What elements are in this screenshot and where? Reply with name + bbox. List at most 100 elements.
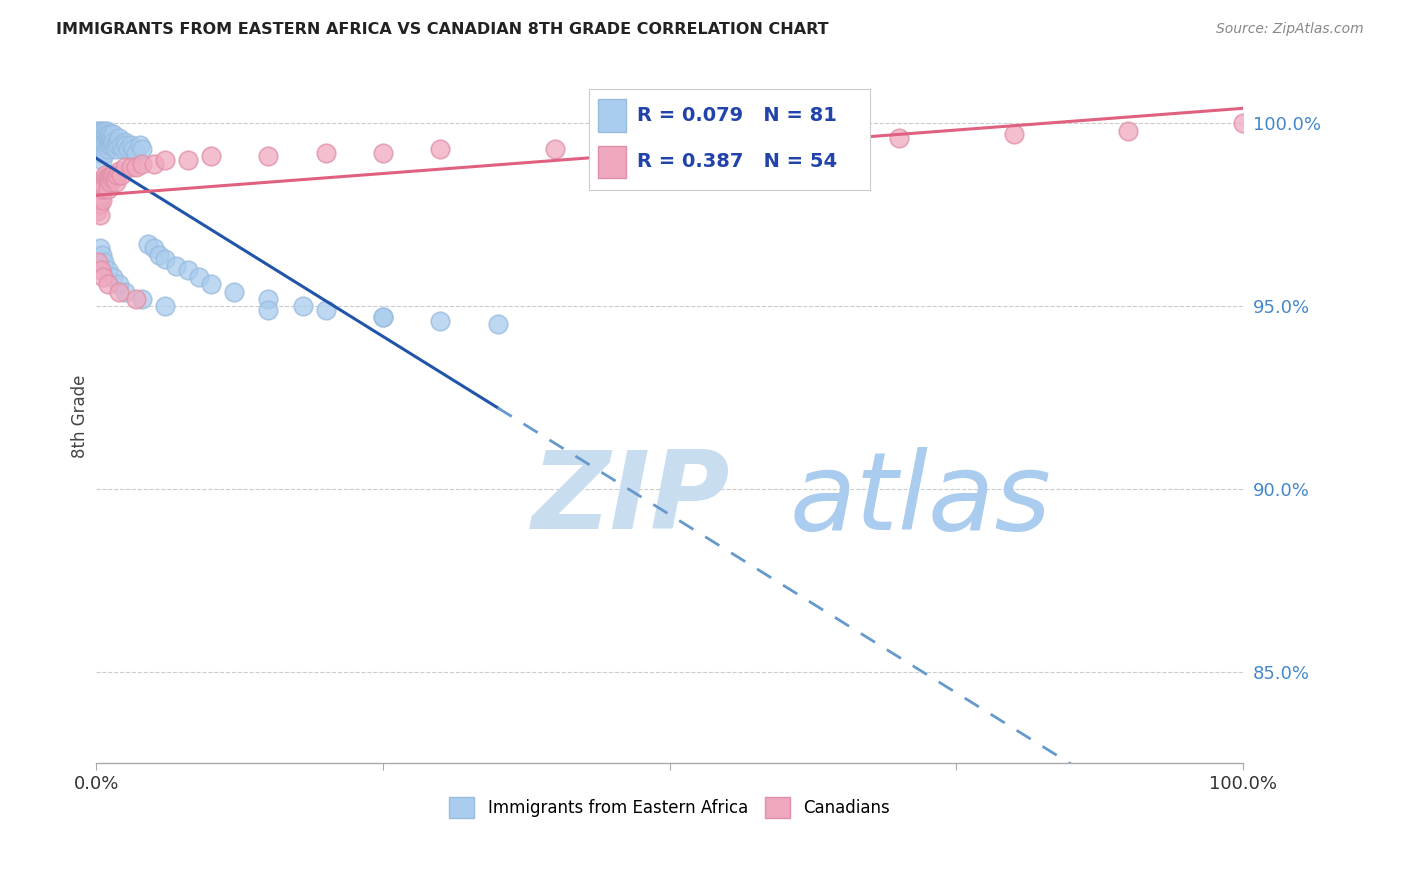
Point: [90, 182, 112, 196]
Point: [658, 138, 681, 153]
Point: [86, 189, 108, 203]
Point: [131, 156, 153, 170]
Point: [89, 208, 111, 222]
Point: [222, 285, 245, 299]
Point: [93, 255, 115, 269]
Point: [87, 142, 110, 156]
Point: [97, 182, 120, 196]
Point: [108, 277, 131, 292]
Point: [89, 138, 111, 153]
Point: [93, 178, 115, 193]
Point: [114, 160, 136, 174]
Point: [93, 138, 115, 153]
Point: [177, 262, 200, 277]
Point: [887, 131, 910, 145]
Point: [200, 277, 222, 292]
Point: [90, 142, 112, 156]
Point: [97, 128, 120, 142]
Point: [103, 128, 125, 142]
Point: [98, 135, 121, 149]
Point: [103, 138, 125, 153]
Point: [107, 138, 129, 153]
Point: [773, 135, 796, 149]
Point: [111, 142, 134, 156]
Point: [131, 142, 153, 156]
Point: [89, 196, 111, 211]
Point: [87, 255, 110, 269]
Point: [89, 131, 111, 145]
Point: [544, 142, 567, 156]
Text: IMMIGRANTS FROM EASTERN AFRICA VS CANADIAN 8TH GRADE CORRELATION CHART: IMMIGRANTS FROM EASTERN AFRICA VS CANADI…: [56, 22, 830, 37]
Point: [104, 175, 127, 189]
Point: [108, 131, 131, 145]
Point: [371, 145, 394, 160]
Point: [188, 269, 211, 284]
Point: [100, 168, 122, 182]
Point: [89, 145, 111, 160]
Point: [103, 171, 125, 186]
Point: [89, 182, 111, 196]
Point: [153, 299, 176, 313]
Point: [89, 241, 111, 255]
Point: [86, 138, 108, 153]
Point: [153, 252, 176, 266]
Point: [97, 138, 120, 153]
Point: [90, 178, 112, 193]
Point: [91, 175, 114, 189]
Point: [96, 131, 118, 145]
Legend: Immigrants from Eastern Africa, Canadians: Immigrants from Eastern Africa, Canadian…: [443, 790, 897, 824]
Point: [291, 299, 314, 313]
Point: [91, 182, 114, 196]
Point: [429, 142, 451, 156]
Point: [257, 292, 280, 306]
Point: [114, 135, 136, 149]
Point: [148, 248, 170, 262]
Point: [257, 149, 280, 163]
Point: [94, 135, 117, 149]
Point: [87, 128, 110, 142]
Point: [136, 237, 159, 252]
Point: [97, 135, 120, 149]
Point: [110, 168, 132, 182]
Point: [86, 204, 108, 219]
Point: [87, 135, 110, 149]
Point: [97, 175, 120, 189]
Point: [1232, 116, 1254, 130]
Point: [103, 269, 125, 284]
Point: [104, 142, 127, 156]
Point: [87, 189, 110, 203]
Point: [97, 262, 120, 277]
Text: Source: ZipAtlas.com: Source: ZipAtlas.com: [1216, 22, 1364, 37]
Point: [117, 142, 139, 156]
Point: [200, 149, 222, 163]
Point: [90, 123, 112, 137]
Point: [87, 196, 110, 211]
Point: [93, 131, 115, 145]
Point: [128, 138, 150, 153]
Point: [166, 259, 188, 273]
Point: [105, 168, 128, 182]
Point: [114, 285, 136, 299]
Point: [315, 145, 337, 160]
Point: [315, 302, 337, 317]
Point: [96, 123, 118, 137]
Point: [90, 262, 112, 277]
Point: [98, 128, 121, 142]
Point: [91, 128, 114, 142]
Point: [94, 168, 117, 182]
Point: [90, 138, 112, 153]
Point: [105, 135, 128, 149]
Point: [97, 131, 120, 145]
Point: [86, 131, 108, 145]
Point: [97, 171, 120, 186]
Point: [90, 128, 112, 142]
Point: [93, 123, 115, 137]
Point: [101, 171, 124, 186]
Point: [153, 153, 176, 167]
Point: [97, 277, 120, 292]
Text: atlas: atlas: [790, 447, 1052, 551]
Point: [131, 292, 153, 306]
Point: [89, 123, 111, 137]
Point: [122, 142, 145, 156]
Point: [90, 189, 112, 203]
